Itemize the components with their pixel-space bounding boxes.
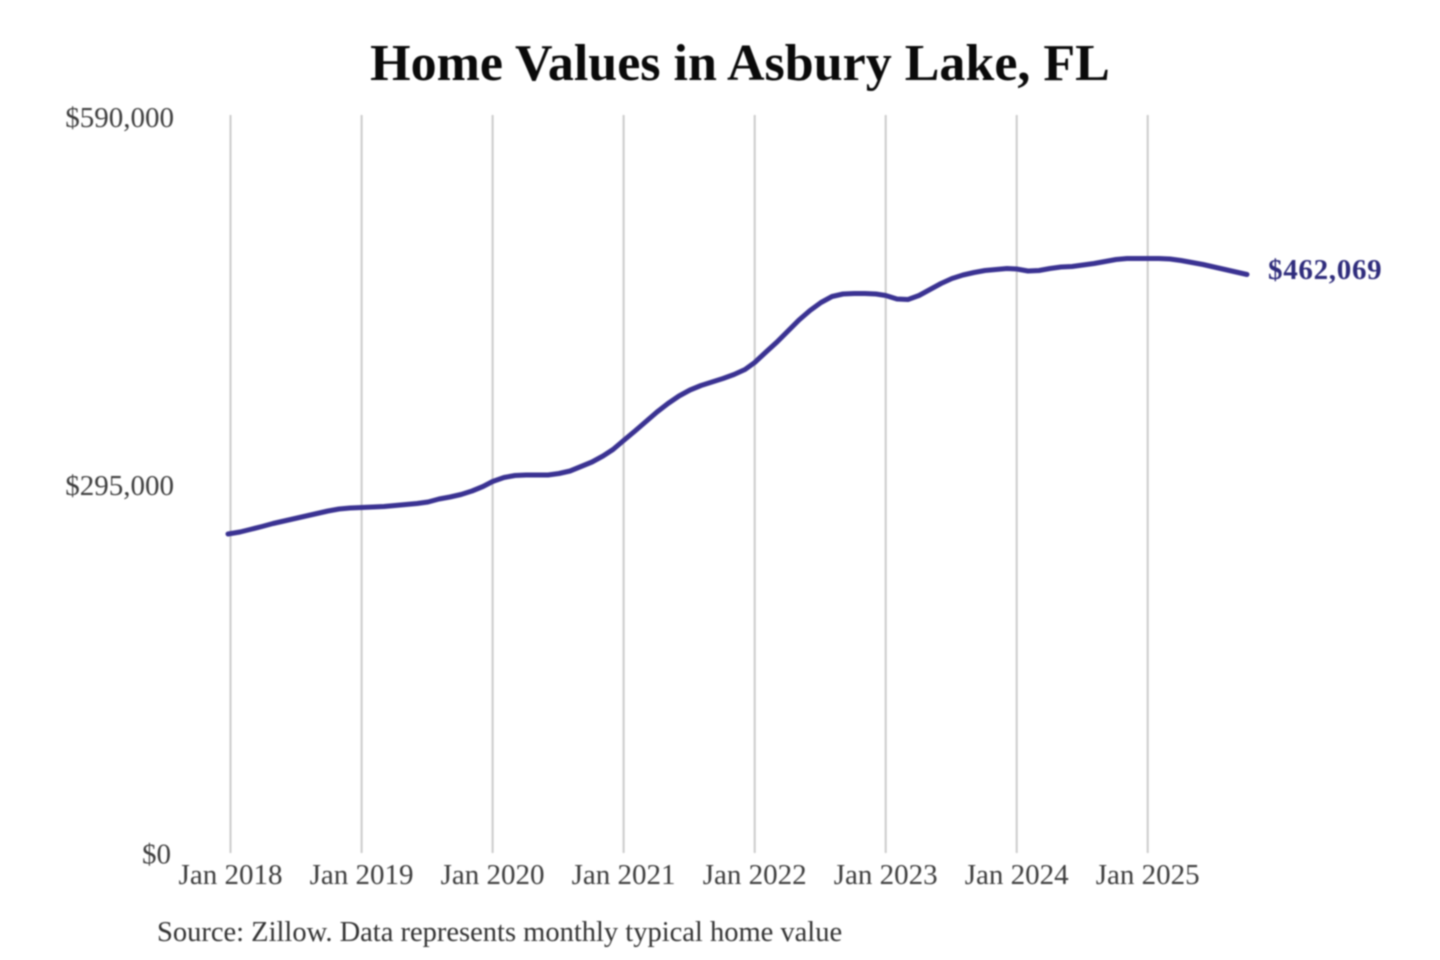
svg-text:Jan 2024: Jan 2024 xyxy=(965,859,1069,891)
svg-text:Jan 2020: Jan 2020 xyxy=(441,859,545,891)
svg-text:$295,000: $295,000 xyxy=(65,470,174,502)
svg-text:Jan 2023: Jan 2023 xyxy=(834,859,938,891)
svg-text:Source: Zillow. Data represent: Source: Zillow. Data represents monthly … xyxy=(157,917,842,948)
svg-text:Jan 2018: Jan 2018 xyxy=(179,859,283,891)
svg-text:Jan 2022: Jan 2022 xyxy=(703,859,807,891)
svg-text:$462,069: $462,069 xyxy=(1268,254,1382,286)
svg-text:Jan 2019: Jan 2019 xyxy=(310,859,414,891)
svg-text:Jan 2025: Jan 2025 xyxy=(1096,859,1200,891)
svg-text:Home Values in Asbury Lake, FL: Home Values in Asbury Lake, FL xyxy=(370,35,1110,92)
svg-text:$590,000: $590,000 xyxy=(65,102,174,134)
svg-text:$0: $0 xyxy=(142,839,171,871)
svg-text:Jan 2021: Jan 2021 xyxy=(572,859,676,891)
